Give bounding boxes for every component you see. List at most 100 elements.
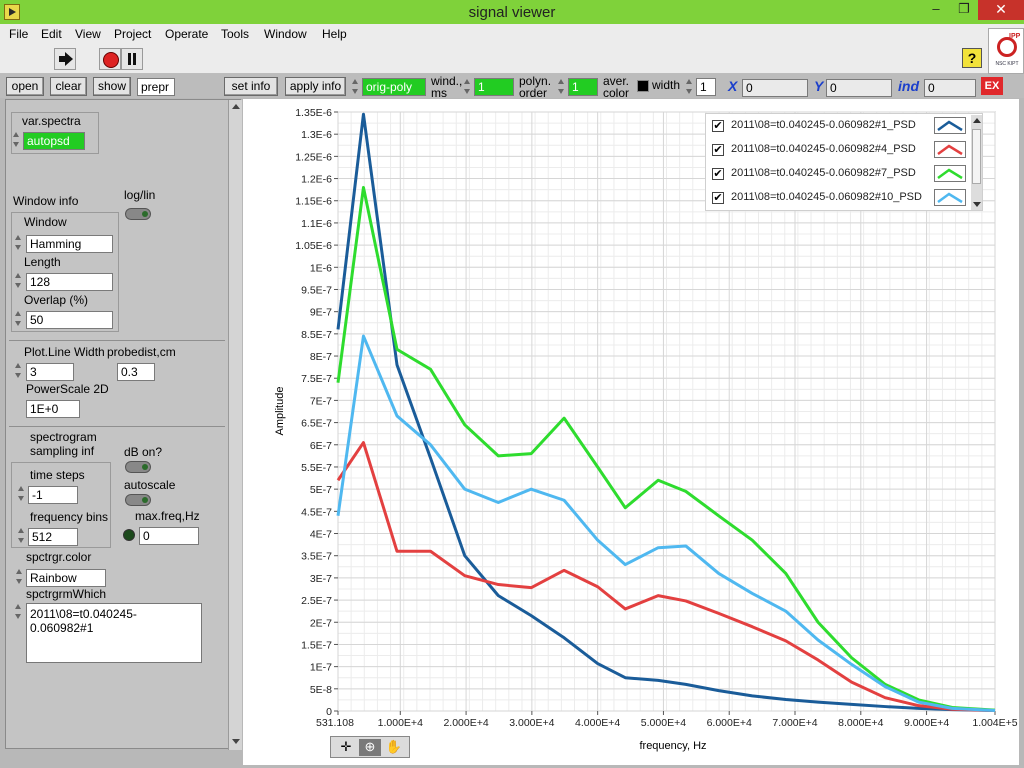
legend-item[interactable]: ✔ 2011\08=t0.040245-0.060982#7_PSD <box>710 164 970 184</box>
legend-swatch[interactable] <box>934 189 966 206</box>
spctrgr-color-stepper[interactable] <box>15 568 24 586</box>
legend-checkbox[interactable]: ✔ <box>712 144 724 156</box>
scroll-thumb[interactable] <box>972 129 981 184</box>
window-group <box>11 212 119 332</box>
menu-edit[interactable]: Edit <box>41 27 62 41</box>
pause-icon[interactable] <box>121 48 143 70</box>
width-stepper[interactable] <box>685 78 694 96</box>
x-field[interactable]: 0 <box>742 79 808 97</box>
plot-line-width-stepper[interactable] <box>14 362 23 380</box>
legend-scrollbar[interactable] <box>971 115 982 210</box>
x-tick-label: 1.000E+4 <box>378 717 423 729</box>
plot-line-width-field[interactable]: 3 <box>26 363 74 381</box>
show-button[interactable]: show <box>93 77 131 96</box>
x-axis: 531.108 1.000E+4 2.000E+4 3.000E+4 4.000E+4 5… <box>316 711 1018 729</box>
legend-item[interactable]: ✔ 2011\08=t0.040245-0.060982#4_PSD <box>710 140 970 160</box>
legend-swatch[interactable] <box>934 165 966 182</box>
series-lines <box>336 112 996 713</box>
zoom-icon[interactable]: ⊕ <box>359 739 381 756</box>
menu-operate[interactable]: Operate <box>165 27 209 41</box>
wind-ms-field[interactable]: 1 <box>474 78 514 96</box>
y-field[interactable]: 0 <box>826 79 892 97</box>
scroll-up-icon[interactable] <box>973 118 981 123</box>
y-tick-label: 1.5E-7 <box>301 639 332 651</box>
var-spectra-group <box>11 112 99 154</box>
overlap-field[interactable]: 50 <box>26 311 113 329</box>
polyn-order-stepper[interactable] <box>557 78 566 96</box>
abort-icon[interactable] <box>99 48 121 70</box>
legend-swatch[interactable] <box>934 117 966 134</box>
orig-poly-stepper[interactable] <box>351 78 360 96</box>
scroll-up-icon[interactable] <box>232 104 240 109</box>
length-stepper[interactable] <box>14 272 23 290</box>
var-spectra-field[interactable]: autopsd <box>23 132 85 150</box>
spctrgrm-which-field[interactable]: 2011\08=t0.040245-0.060982#1 <box>26 603 202 663</box>
help-icon[interactable]: ? <box>962 48 982 68</box>
window-info-label: Window info <box>13 194 79 208</box>
ind-label: ind <box>898 78 919 94</box>
orig-poly-field[interactable]: orig-poly <box>362 78 426 96</box>
legend-checkbox[interactable]: ✔ <box>712 192 724 204</box>
time-steps-field[interactable]: -1 <box>28 486 78 504</box>
open-button[interactable]: open <box>6 77 44 96</box>
ind-field[interactable]: 0 <box>924 79 976 97</box>
db-on-toggle[interactable] <box>125 461 151 473</box>
powerscale-field[interactable]: 1E+0 <box>26 400 80 418</box>
legend-item[interactable]: ✔ 2011\08=t0.040245-0.060982#10_PSD <box>710 188 970 208</box>
toolbar <box>0 44 1024 74</box>
var-spectra-stepper[interactable] <box>12 131 21 149</box>
autoscale-toggle[interactable] <box>125 494 151 506</box>
spctrgrm-which-stepper[interactable] <box>14 603 23 663</box>
time-steps-stepper[interactable] <box>17 485 26 503</box>
logo-ring-icon <box>997 37 1017 57</box>
prepr-field[interactable]: prepr <box>137 78 175 96</box>
max-freq-field[interactable]: 0 <box>139 527 199 545</box>
restore-button[interactable]: ❐ <box>958 1 970 16</box>
close-window-button[interactable]: ✕ <box>978 0 1024 20</box>
separator <box>9 340 225 341</box>
psd-graph[interactable]: 0 5E-8 1E-7 1.5E-7 2E-7 2.5E-7 3E-7 3.5E-7 4E-7 4… <box>243 99 1019 765</box>
run-arrow-icon[interactable] <box>54 48 76 70</box>
set-info-button[interactable]: set info <box>224 77 278 96</box>
spctrgr-color-field[interactable]: Rainbow <box>26 569 106 587</box>
plot-legend[interactable]: ✔ 2011\08=t0.040245-0.060982#1_PSD ✔ 201… <box>705 113 983 211</box>
legend-item[interactable]: ✔ 2011\08=t0.040245-0.060982#1_PSD <box>710 116 970 136</box>
menu-tools[interactable]: Tools <box>221 27 250 41</box>
clear-button[interactable]: clear <box>50 77 87 96</box>
cursor-move-icon[interactable]: ✛ <box>340 739 352 754</box>
aver-color-swatch[interactable] <box>637 80 649 92</box>
pan-hand-icon[interactable]: ✋ <box>385 739 403 754</box>
window-stepper[interactable] <box>14 234 23 252</box>
legend-swatch[interactable] <box>934 141 966 158</box>
polyn-order-label: polyn. <box>519 74 552 88</box>
wind-ms-stepper[interactable] <box>463 78 472 96</box>
probedist-field[interactable]: 0.3 <box>117 363 155 381</box>
log-lin-toggle[interactable] <box>125 208 151 220</box>
scroll-down-icon[interactable] <box>232 739 240 744</box>
legend-checkbox[interactable]: ✔ <box>712 120 724 132</box>
scroll-down-icon[interactable] <box>973 202 981 207</box>
y-tick-label: 3E-7 <box>310 573 332 585</box>
menu-file[interactable]: File <box>9 27 29 41</box>
menu-window[interactable]: Window <box>264 27 307 41</box>
window-field[interactable]: Hamming <box>26 235 113 253</box>
frequency-bins-field[interactable]: 512 <box>28 528 78 546</box>
minimize-button[interactable]: – <box>932 1 940 16</box>
frequency-bins-stepper[interactable] <box>17 527 26 545</box>
y-tick-label: 0 <box>326 706 332 718</box>
apply-info-button[interactable]: apply info <box>285 77 346 96</box>
overlap-stepper[interactable] <box>14 310 23 328</box>
legend-checkbox[interactable]: ✔ <box>712 168 724 180</box>
polyn-order-field[interactable]: 1 <box>568 78 598 96</box>
menu-view[interactable]: View <box>75 27 101 41</box>
y-tick-label: 8E-7 <box>310 351 332 363</box>
var-spectra-label: var.spectra <box>22 114 81 128</box>
menu-project[interactable]: Project <box>114 27 152 41</box>
width-field[interactable]: 1 <box>696 78 716 96</box>
menu-help[interactable]: Help <box>322 27 347 41</box>
length-field[interactable]: 128 <box>26 273 113 291</box>
exit-button[interactable]: EX <box>981 77 1003 95</box>
panel-scrollbar[interactable] <box>228 100 242 750</box>
y-tick-label: 7E-7 <box>310 395 332 407</box>
polyn-order-label-2: order <box>519 86 548 100</box>
